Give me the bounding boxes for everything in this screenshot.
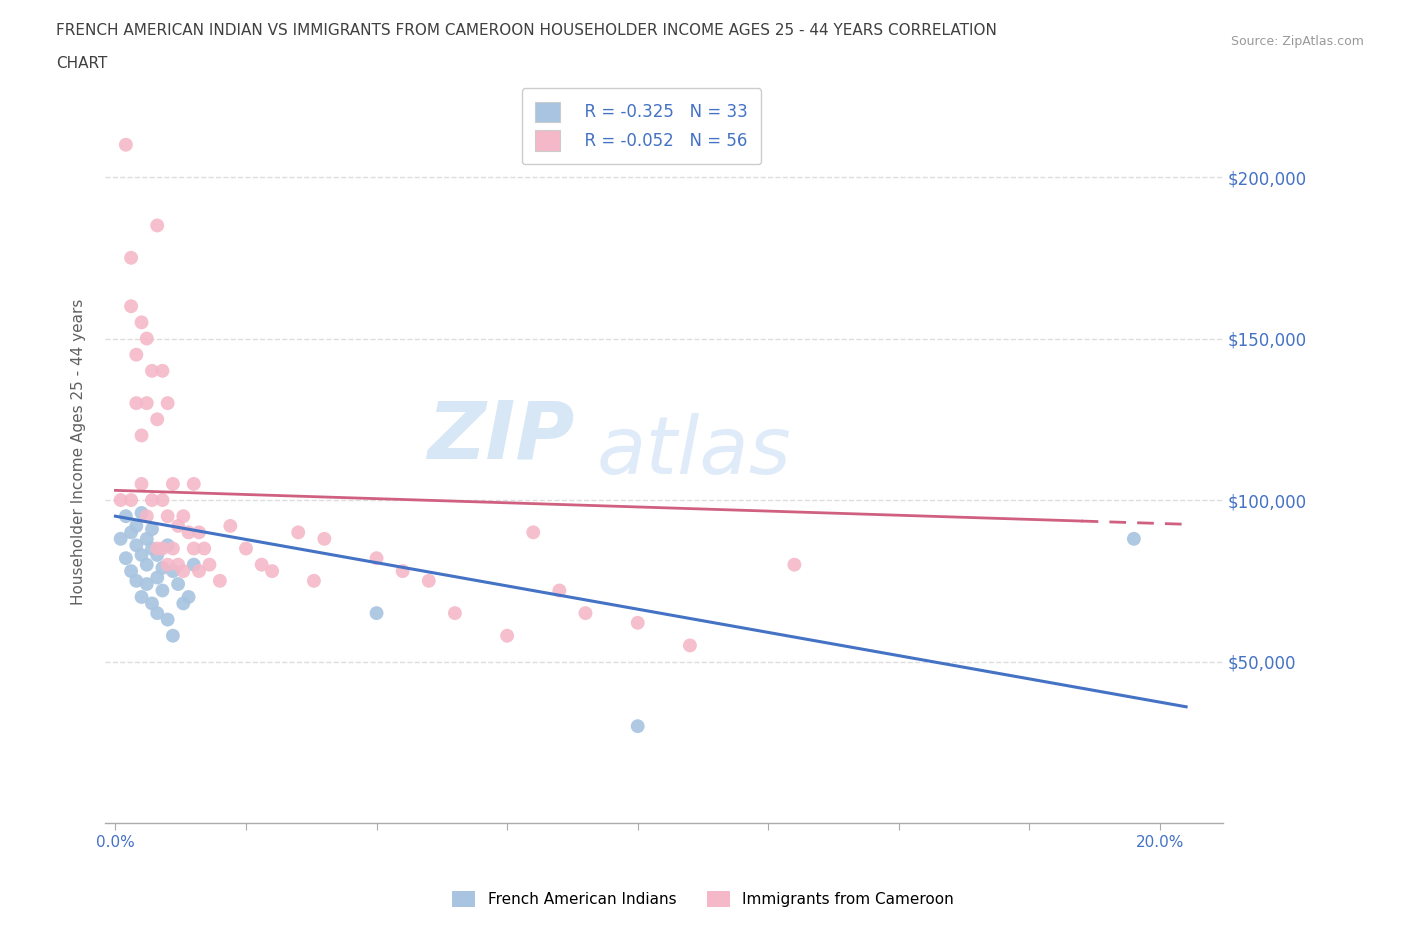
Point bbox=[198, 557, 221, 572]
Point bbox=[115, 509, 138, 524]
Point bbox=[131, 428, 153, 443]
Point bbox=[131, 315, 153, 330]
Point bbox=[125, 538, 148, 552]
Point bbox=[193, 541, 215, 556]
Legend:   R = -0.325   N = 33,   R = -0.052   N = 56: R = -0.325 N = 33, R = -0.052 N = 56 bbox=[522, 88, 761, 164]
Point bbox=[141, 493, 163, 508]
Point bbox=[1122, 531, 1144, 546]
Point bbox=[135, 577, 157, 591]
Point bbox=[177, 525, 200, 539]
Point bbox=[115, 551, 138, 565]
Point bbox=[177, 590, 200, 604]
Point bbox=[183, 476, 205, 491]
Point bbox=[314, 531, 336, 546]
Point bbox=[125, 347, 148, 362]
Point bbox=[162, 564, 184, 578]
Point bbox=[219, 518, 242, 533]
Point bbox=[156, 557, 179, 572]
Point bbox=[131, 476, 153, 491]
Point bbox=[366, 551, 388, 565]
Point bbox=[120, 525, 142, 539]
Point bbox=[444, 605, 467, 620]
Point bbox=[125, 518, 148, 533]
Point bbox=[131, 506, 153, 521]
Point bbox=[135, 557, 157, 572]
Point bbox=[548, 583, 571, 598]
Point bbox=[152, 561, 174, 576]
Point bbox=[208, 574, 231, 589]
Point bbox=[152, 364, 174, 379]
Point bbox=[167, 518, 190, 533]
Legend: French American Indians, Immigrants from Cameroon: French American Indians, Immigrants from… bbox=[446, 884, 960, 913]
Point bbox=[115, 138, 138, 153]
Point bbox=[141, 364, 163, 379]
Point bbox=[146, 541, 169, 556]
Point bbox=[146, 605, 169, 620]
Point bbox=[131, 590, 153, 604]
Point bbox=[131, 548, 153, 563]
Point bbox=[172, 564, 194, 578]
Text: CHART: CHART bbox=[56, 56, 108, 71]
Point bbox=[574, 605, 596, 620]
Point bbox=[418, 574, 440, 589]
Point bbox=[287, 525, 309, 539]
Point bbox=[152, 583, 174, 598]
Point bbox=[120, 250, 142, 265]
Point bbox=[135, 531, 157, 546]
Point bbox=[627, 719, 650, 734]
Point bbox=[162, 541, 184, 556]
Point bbox=[262, 564, 284, 578]
Point bbox=[522, 525, 544, 539]
Point bbox=[188, 525, 211, 539]
Point bbox=[162, 476, 184, 491]
Point bbox=[120, 493, 142, 508]
Point bbox=[120, 299, 142, 313]
Point bbox=[235, 541, 257, 556]
Point bbox=[183, 541, 205, 556]
Point bbox=[110, 493, 132, 508]
Point bbox=[188, 564, 211, 578]
Point bbox=[156, 395, 179, 410]
Point bbox=[125, 395, 148, 410]
Point bbox=[172, 596, 194, 611]
Point bbox=[156, 509, 179, 524]
Text: ZIP: ZIP bbox=[427, 398, 575, 476]
Point bbox=[156, 538, 179, 552]
Point bbox=[183, 557, 205, 572]
Point bbox=[156, 612, 179, 627]
Point bbox=[162, 629, 184, 644]
Point bbox=[250, 557, 273, 572]
Point bbox=[141, 596, 163, 611]
Point bbox=[135, 331, 157, 346]
Point bbox=[172, 509, 194, 524]
Point bbox=[120, 564, 142, 578]
Text: atlas: atlas bbox=[596, 413, 792, 491]
Point bbox=[146, 570, 169, 585]
Point bbox=[141, 541, 163, 556]
Point bbox=[152, 541, 174, 556]
Point bbox=[146, 412, 169, 427]
Point bbox=[496, 629, 519, 644]
Point bbox=[135, 509, 157, 524]
Point bbox=[141, 522, 163, 537]
Text: Source: ZipAtlas.com: Source: ZipAtlas.com bbox=[1230, 35, 1364, 48]
Text: FRENCH AMERICAN INDIAN VS IMMIGRANTS FROM CAMEROON HOUSEHOLDER INCOME AGES 25 - : FRENCH AMERICAN INDIAN VS IMMIGRANTS FRO… bbox=[56, 23, 997, 38]
Y-axis label: Householder Income Ages 25 - 44 years: Householder Income Ages 25 - 44 years bbox=[72, 299, 86, 604]
Point bbox=[152, 493, 174, 508]
Point bbox=[783, 557, 806, 572]
Point bbox=[146, 218, 169, 232]
Point bbox=[167, 577, 190, 591]
Point bbox=[135, 395, 157, 410]
Point bbox=[110, 531, 132, 546]
Point bbox=[167, 557, 190, 572]
Point bbox=[125, 574, 148, 589]
Point bbox=[302, 574, 325, 589]
Point bbox=[679, 638, 702, 653]
Point bbox=[627, 616, 650, 631]
Point bbox=[146, 548, 169, 563]
Point bbox=[391, 564, 413, 578]
Point bbox=[366, 605, 388, 620]
